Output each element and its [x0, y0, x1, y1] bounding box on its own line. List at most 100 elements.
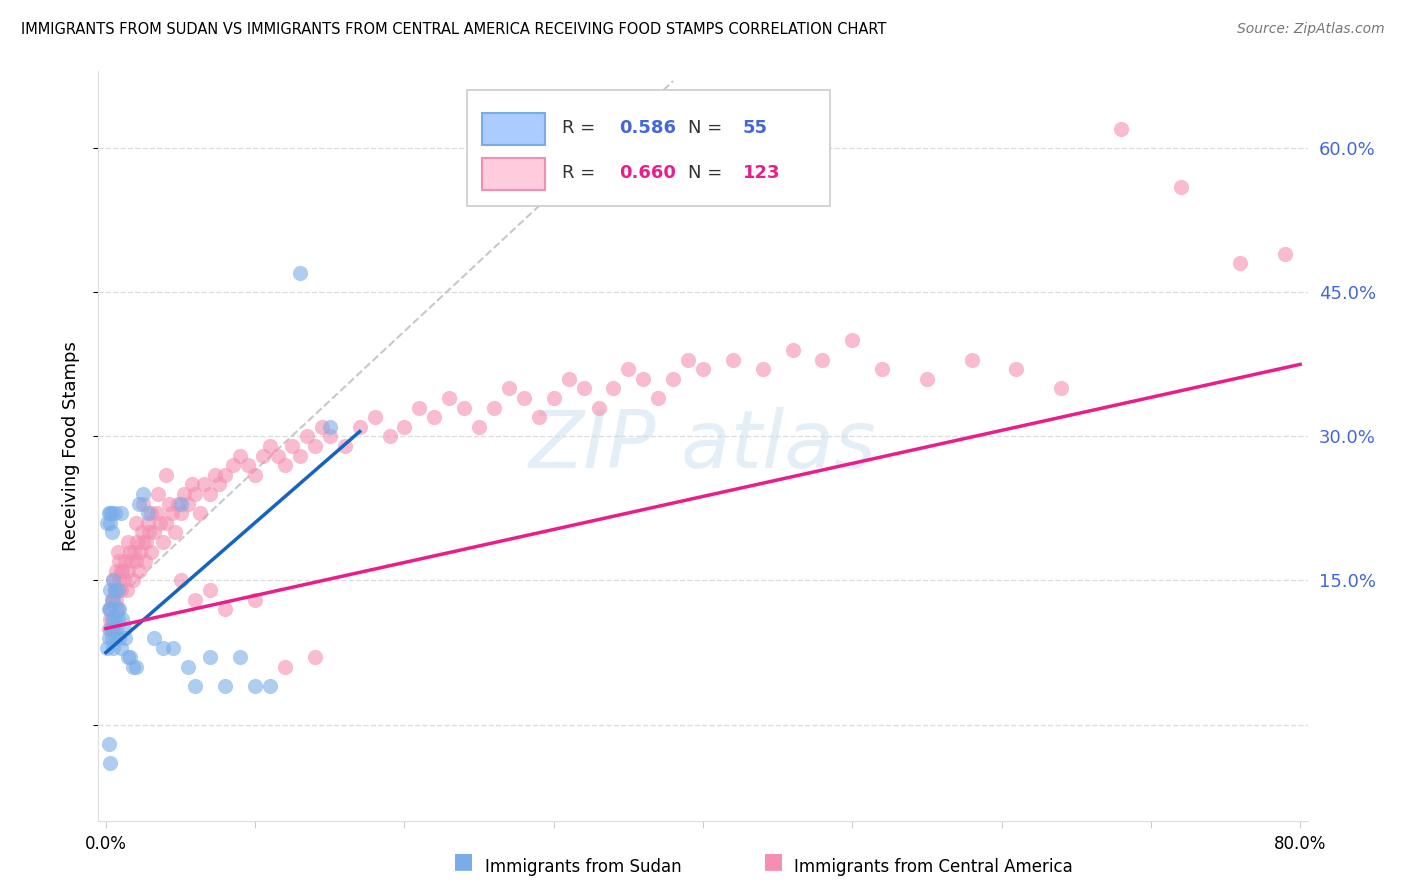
Point: [101, 592, 124, 607]
Point: [1229, 256, 1251, 270]
Point: [173, 487, 195, 501]
Point: [647, 391, 669, 405]
Point: [110, 564, 132, 578]
Point: [259, 439, 281, 453]
Point: [274, 660, 297, 674]
Text: IMMIGRANTS FROM SUDAN VS IMMIGRANTS FROM CENTRAL AMERICA RECEIVING FOOD STAMPS C: IMMIGRANTS FROM SUDAN VS IMMIGRANTS FROM…: [21, 22, 886, 37]
Point: [97, 737, 120, 751]
Point: [125, 516, 148, 530]
Point: [114, 631, 136, 645]
Point: [135, 535, 157, 549]
Text: 0.586: 0.586: [620, 119, 676, 136]
Point: [98, 602, 121, 616]
Point: [108, 574, 131, 588]
Point: [101, 506, 124, 520]
Point: [134, 554, 156, 568]
Point: [108, 602, 131, 616]
Point: [115, 583, 138, 598]
Point: [142, 631, 165, 645]
Bar: [482, 158, 544, 190]
Point: [915, 372, 938, 386]
Point: [117, 535, 139, 549]
Point: [97, 602, 120, 616]
Point: [423, 410, 446, 425]
Point: [281, 439, 304, 453]
Point: [111, 612, 134, 626]
Point: [439, 391, 461, 405]
Point: [188, 506, 211, 520]
Point: [98, 516, 121, 530]
Point: [118, 544, 141, 558]
Point: [1005, 362, 1028, 376]
Point: [104, 506, 127, 520]
Point: [870, 362, 893, 376]
Point: [274, 458, 297, 473]
Point: [98, 506, 121, 520]
Point: [98, 612, 121, 626]
Point: [98, 622, 121, 636]
Text: Source: ZipAtlas.com: Source: ZipAtlas.com: [1237, 22, 1385, 37]
Point: [145, 506, 167, 520]
Point: [200, 650, 222, 665]
Point: [1050, 381, 1073, 395]
Point: [131, 525, 153, 540]
Text: Immigrants from Central America: Immigrants from Central America: [794, 858, 1073, 876]
Text: 0.660: 0.660: [620, 163, 676, 181]
Point: [378, 429, 401, 443]
Text: N =: N =: [689, 119, 728, 136]
Point: [602, 381, 624, 395]
Point: [721, 352, 744, 367]
Point: [252, 449, 274, 463]
Text: 123: 123: [742, 163, 780, 181]
Point: [408, 401, 430, 415]
Point: [572, 381, 595, 395]
Point: [214, 467, 236, 482]
Point: [333, 439, 356, 453]
Point: [127, 535, 149, 549]
Point: [117, 650, 139, 665]
Point: [177, 497, 200, 511]
Point: [107, 544, 129, 558]
Point: [311, 419, 333, 434]
Point: [288, 266, 311, 280]
Point: [319, 419, 342, 434]
Point: [136, 516, 159, 530]
Point: [118, 650, 141, 665]
Point: [103, 622, 125, 636]
Point: [200, 583, 222, 598]
Point: [103, 640, 125, 655]
Point: [107, 602, 129, 616]
Point: [169, 574, 191, 588]
Point: [97, 506, 120, 520]
Point: [112, 622, 135, 636]
Point: [104, 612, 127, 626]
Point: [132, 497, 155, 511]
Point: [125, 660, 148, 674]
Point: [204, 467, 226, 482]
Point: [155, 516, 177, 530]
Point: [105, 592, 128, 607]
Point: [125, 554, 148, 568]
Point: [105, 602, 128, 616]
Point: [132, 487, 155, 501]
Point: [136, 506, 159, 520]
Point: [155, 467, 177, 482]
Point: [177, 660, 200, 674]
FancyBboxPatch shape: [467, 90, 830, 206]
Point: [243, 467, 266, 482]
Point: [662, 372, 685, 386]
Point: [157, 497, 180, 511]
Point: [96, 640, 118, 655]
Point: [236, 458, 259, 473]
Point: [103, 574, 125, 588]
Point: [782, 343, 804, 357]
Point: [297, 429, 319, 443]
Point: [394, 419, 416, 434]
Point: [557, 372, 579, 386]
Point: [104, 583, 127, 598]
Point: [110, 506, 132, 520]
Point: [104, 631, 127, 645]
Point: [128, 564, 150, 578]
Point: [101, 631, 124, 645]
Point: [184, 487, 207, 501]
